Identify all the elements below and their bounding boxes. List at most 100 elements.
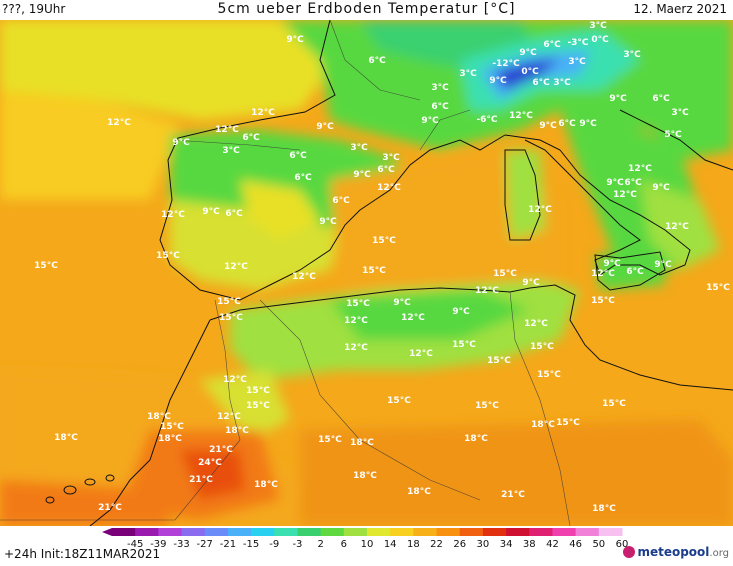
- legend-colorbar: -45 -39 -33 -27 -21 -15 -9 -3 2 6 10 14 18 22 26 30 34 38…: [102, 528, 629, 550]
- brand-name: meteopool: [637, 545, 710, 559]
- temperature-label: 15°C: [487, 356, 511, 366]
- legend-tick-label: 10: [361, 539, 374, 548]
- temperature-label: 6°C: [624, 178, 642, 188]
- legend-tick-label: 2: [317, 539, 323, 548]
- temperature-label: 15°C: [362, 266, 386, 276]
- legend-swatch: [251, 528, 275, 536]
- temperature-label: 24°C: [198, 458, 222, 468]
- legend-tick-label: -21: [220, 539, 236, 548]
- temperature-label: 9°C: [202, 207, 220, 217]
- temperature-label: 3°C: [553, 78, 571, 88]
- temperature-label: 12°C: [224, 262, 248, 272]
- temperature-label: 12°C: [344, 316, 368, 326]
- legend-tick-label: 38: [523, 539, 536, 548]
- temperature-label: 15°C: [34, 261, 58, 271]
- legend-tick-label: 46: [569, 539, 582, 548]
- legend-tick-label: 6: [341, 539, 347, 548]
- temperature-label: 9°C: [519, 48, 537, 58]
- temperature-label: -12°C: [492, 59, 520, 69]
- temperature-label: 15°C: [537, 370, 561, 380]
- legend-tick-label: -27: [197, 539, 213, 548]
- legend-tick-label: 22: [430, 539, 443, 548]
- temperature-label: 3°C: [382, 153, 400, 163]
- temperature-label: 9°C: [452, 307, 470, 317]
- temperature-label: 6°C: [332, 196, 350, 206]
- temperature-label: 12°C: [344, 343, 368, 353]
- temperature-label: 9°C: [172, 138, 190, 148]
- temperature-label: 18°C: [350, 438, 374, 448]
- temperature-label: 18°C: [464, 434, 488, 444]
- legend-tick-label: -45: [127, 539, 143, 548]
- temperature-label: 0°C: [521, 67, 539, 77]
- temperature-label: 9°C: [579, 119, 597, 129]
- temperature-label: 6°C: [558, 119, 576, 129]
- temperature-label: 12°C: [665, 222, 689, 232]
- legend-swatch: [529, 528, 553, 536]
- temperature-label: 3°C: [350, 143, 368, 153]
- brand-logo[interactable]: meteopool.org: [623, 545, 729, 559]
- brand-tld: .org: [709, 548, 729, 559]
- legend-swatch: [112, 528, 136, 536]
- temperature-label: 15°C: [156, 251, 180, 261]
- legend-tick-label: 34: [500, 539, 513, 548]
- legend-tick-label: 60: [616, 539, 629, 548]
- canary-islands: [45, 474, 115, 504]
- legend-tick-label: -15: [243, 539, 259, 548]
- legend-swatch: [227, 528, 252, 536]
- temperature-label: 18°C: [225, 426, 249, 436]
- legend-swatch: [598, 528, 623, 536]
- temperature-label: 12°C: [292, 272, 316, 282]
- legend-tick-label: 50: [592, 539, 605, 548]
- temperature-label: 9°C: [319, 217, 337, 227]
- coastlines: [89, 20, 733, 526]
- temperature-label: 6°C: [431, 102, 449, 112]
- temperature-label: 9°C: [489, 76, 507, 86]
- temperature-label: 9°C: [606, 178, 624, 188]
- temperature-label: 6°C: [225, 209, 243, 219]
- temperature-label: 9°C: [539, 121, 557, 131]
- legend-swatch: [204, 528, 229, 536]
- temperature-label: 9°C: [286, 35, 304, 45]
- legend-swatch: [506, 528, 530, 536]
- temperature-label: 15°C: [556, 418, 580, 428]
- temperature-label: 15°C: [219, 313, 243, 323]
- country-borders: [0, 20, 571, 526]
- temperature-label: 3°C: [671, 108, 689, 118]
- temperature-label: 12°C: [223, 375, 247, 385]
- temperature-label: 12°C: [613, 190, 637, 200]
- temperature-label: 18°C: [531, 420, 555, 430]
- temperature-label: 18°C: [54, 433, 78, 443]
- temperature-label: -6°C: [476, 115, 497, 125]
- temperature-label: 18°C: [254, 480, 278, 490]
- legend-tick-label: 14: [384, 539, 397, 548]
- temperature-field: [0, 20, 733, 526]
- temperature-label: 18°C: [158, 434, 182, 444]
- map-title: 5cm ueber Erdboden Temperatur [°C]: [217, 1, 516, 17]
- temperature-label: 12°C: [524, 319, 548, 329]
- legend-swatch: [320, 528, 345, 536]
- temperature-label: 6°C: [543, 40, 561, 50]
- legend-swatch: [552, 528, 577, 536]
- legend-swatch: [575, 528, 600, 536]
- temperature-label: 12°C: [509, 111, 533, 121]
- temperature-label: 6°C: [652, 94, 670, 104]
- temperature-label: 15°C: [372, 236, 396, 246]
- legend-swatch: [390, 528, 414, 536]
- legend-tick-label: 42: [546, 539, 559, 548]
- legend-swatch: [436, 528, 461, 536]
- meteopool-logo-icon: [623, 546, 636, 558]
- temperature-label: 9°C: [421, 116, 439, 126]
- temperature-label: 3°C: [568, 57, 586, 67]
- legend-swatch: [482, 528, 507, 536]
- legend-swatch: [297, 528, 322, 536]
- temperature-label: 6°C: [294, 173, 312, 183]
- temperature-label: 12°C: [215, 125, 239, 135]
- temperature-label: 9°C: [609, 94, 627, 104]
- temperature-label: 15°C: [346, 299, 370, 309]
- temperature-label: 21°C: [189, 475, 213, 485]
- legend-arrow-icon: [102, 528, 112, 536]
- legend-tick-label: 30: [477, 539, 490, 548]
- temperature-label: 9°C: [316, 122, 334, 132]
- temperature-label: 6°C: [377, 165, 395, 175]
